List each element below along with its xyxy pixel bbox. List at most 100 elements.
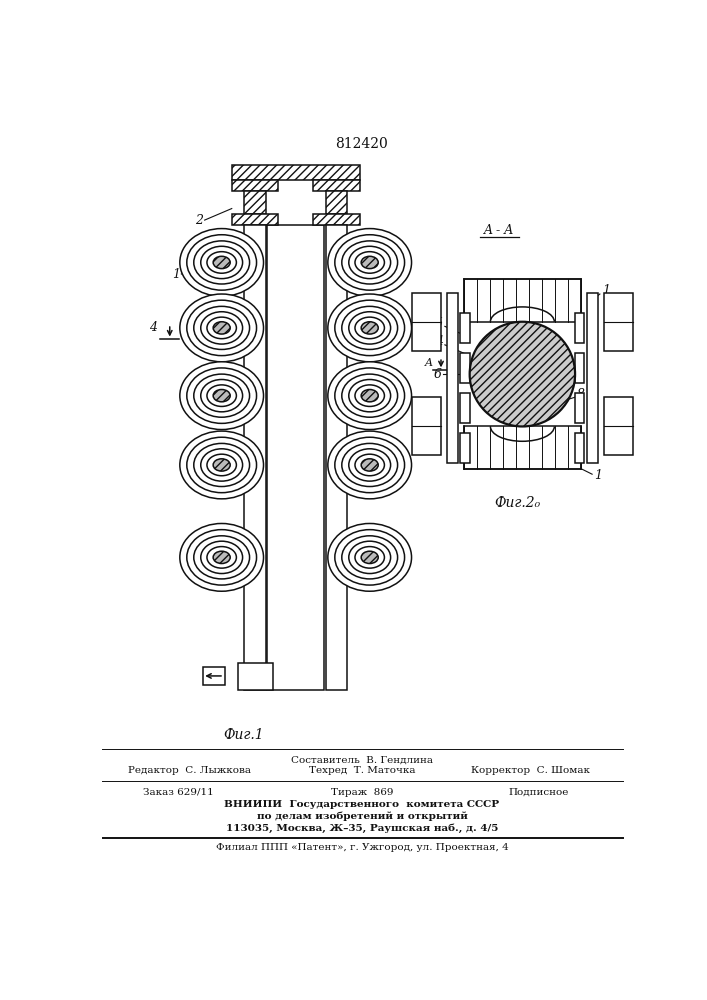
Ellipse shape	[187, 368, 257, 423]
Ellipse shape	[201, 379, 243, 412]
Ellipse shape	[180, 431, 264, 499]
Ellipse shape	[194, 306, 250, 349]
Ellipse shape	[201, 246, 243, 279]
Text: Редактор  С. Лыжкова: Редактор С. Лыжкова	[128, 766, 250, 775]
Text: +: +	[613, 405, 624, 418]
Text: 1: 1	[172, 267, 180, 280]
Bar	[575, 353, 585, 383]
Ellipse shape	[187, 300, 257, 356]
Text: 113035, Москва, Ж–35, Раушская наб., д. 4/5: 113035, Москва, Ж–35, Раушская наб., д. …	[226, 823, 498, 833]
Ellipse shape	[207, 547, 236, 568]
Ellipse shape	[213, 390, 230, 402]
Bar	[244, 225, 266, 690]
Bar	[267, 225, 324, 690]
Ellipse shape	[335, 235, 404, 290]
Text: Фиг.1: Фиг.1	[223, 728, 264, 742]
Ellipse shape	[194, 443, 250, 487]
Bar	[232, 165, 360, 180]
Ellipse shape	[180, 362, 264, 430]
Text: 5: 5	[435, 317, 443, 330]
Text: +: +	[421, 405, 431, 418]
Bar	[411, 293, 441, 351]
Bar	[325, 225, 347, 690]
Bar	[575, 393, 585, 423]
Ellipse shape	[361, 390, 378, 402]
Text: 1: 1	[595, 469, 602, 482]
Bar	[604, 293, 633, 351]
Ellipse shape	[194, 374, 250, 417]
Bar	[313, 214, 360, 225]
Bar	[464, 279, 580, 322]
Bar	[460, 312, 469, 343]
Ellipse shape	[361, 256, 378, 269]
Ellipse shape	[180, 294, 264, 362]
Ellipse shape	[349, 312, 391, 344]
Bar	[604, 397, 633, 455]
Ellipse shape	[180, 229, 264, 296]
Text: ВНИИПИ  Государственного  комитета СССР: ВНИИПИ Государственного комитета СССР	[224, 800, 500, 809]
Circle shape	[469, 322, 575, 426]
Bar	[203, 667, 225, 685]
Ellipse shape	[328, 294, 411, 362]
Ellipse shape	[328, 362, 411, 430]
Bar	[460, 433, 469, 463]
Ellipse shape	[213, 551, 230, 564]
Text: 3: 3	[497, 281, 505, 294]
Text: 1: 1	[602, 284, 610, 297]
Text: A: A	[425, 358, 433, 368]
Ellipse shape	[355, 385, 385, 406]
Ellipse shape	[341, 374, 397, 417]
Ellipse shape	[349, 449, 391, 481]
Bar	[411, 397, 441, 455]
Text: 4: 4	[149, 321, 158, 334]
Text: +: +	[421, 330, 431, 343]
Text: Филиал ППП «Патент», г. Ужгород, ул. Проектная, 4: Филиал ППП «Патент», г. Ужгород, ул. Про…	[216, 843, 508, 852]
Ellipse shape	[355, 252, 385, 273]
Text: 4: 4	[435, 335, 443, 348]
Ellipse shape	[349, 379, 391, 412]
Ellipse shape	[201, 312, 243, 344]
Text: +: +	[421, 301, 431, 314]
Ellipse shape	[213, 322, 230, 334]
Bar	[587, 293, 597, 463]
Text: Заказ 629/11: Заказ 629/11	[143, 788, 214, 797]
Bar	[575, 312, 585, 343]
Text: Корректор  С. Шомак: Корректор С. Шомак	[471, 766, 590, 775]
Ellipse shape	[341, 443, 397, 487]
Ellipse shape	[355, 547, 385, 568]
Ellipse shape	[201, 541, 243, 574]
Bar	[464, 426, 580, 469]
Ellipse shape	[207, 317, 236, 339]
Ellipse shape	[207, 252, 236, 273]
Text: 6: 6	[433, 368, 441, 381]
Text: +: +	[613, 301, 624, 314]
Ellipse shape	[335, 530, 404, 585]
Ellipse shape	[349, 246, 391, 279]
Ellipse shape	[207, 454, 236, 476]
Text: Фиг.2₀: Фиг.2₀	[493, 496, 540, 510]
Ellipse shape	[335, 437, 404, 493]
Text: +: +	[613, 330, 624, 343]
Text: +: +	[613, 434, 624, 447]
Bar	[448, 293, 458, 463]
Ellipse shape	[194, 241, 250, 284]
Text: Тираж  869: Тираж 869	[331, 788, 393, 797]
Ellipse shape	[361, 459, 378, 471]
Bar	[232, 214, 279, 225]
Bar	[460, 393, 469, 423]
Text: 7: 7	[566, 374, 574, 387]
Ellipse shape	[335, 300, 404, 356]
Ellipse shape	[213, 459, 230, 471]
Text: 2: 2	[195, 214, 203, 227]
Ellipse shape	[341, 306, 397, 349]
Ellipse shape	[361, 322, 378, 334]
Bar	[460, 353, 469, 383]
Ellipse shape	[349, 541, 391, 574]
Bar	[325, 191, 347, 214]
Text: по делам изобретений и открытий: по делам изобретений и открытий	[257, 811, 467, 821]
Text: Техред  Т. Маточка: Техред Т. Маточка	[309, 766, 415, 775]
Ellipse shape	[207, 385, 236, 406]
Bar	[575, 433, 585, 463]
Text: A - A: A - A	[484, 224, 514, 237]
Ellipse shape	[201, 449, 243, 481]
